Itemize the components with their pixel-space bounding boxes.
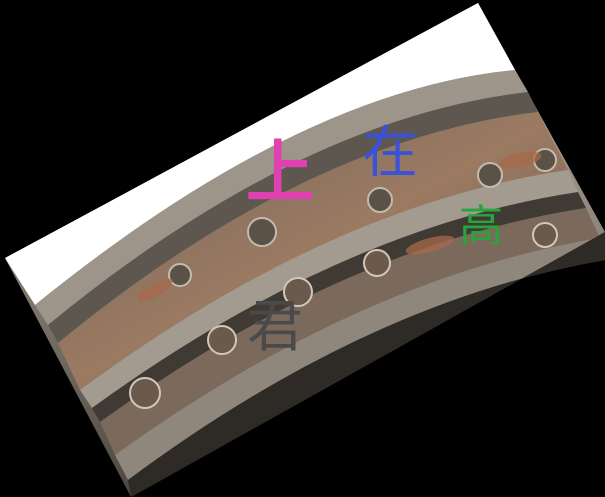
middle-molding <box>80 170 578 408</box>
middle-molding-dark <box>92 192 586 422</box>
arch-outer-molding <box>35 70 528 325</box>
overlay-char-shang: 上 <box>246 134 315 213</box>
overlay-char-gao: 高 <box>459 201 503 252</box>
arch-outer-molding-shadow <box>48 92 538 343</box>
overlay-char-zai: 在 <box>362 121 418 186</box>
rosettes-upper <box>168 148 557 287</box>
rotated-photo <box>5 3 605 497</box>
upper-carved-band <box>58 112 568 390</box>
terracotta-details <box>137 151 542 302</box>
overlay-char-jun: 君 <box>247 295 303 360</box>
sky <box>5 3 515 305</box>
inner-molding-bottom <box>128 232 605 497</box>
rosettes-lower <box>129 222 558 409</box>
